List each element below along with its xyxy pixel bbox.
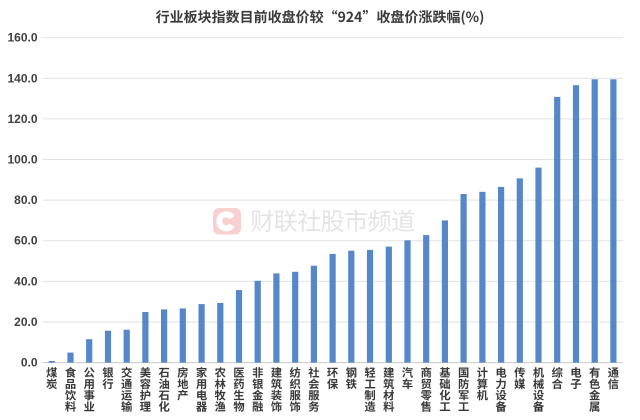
svg-text:100.0: 100.0: [7, 153, 37, 167]
svg-text:20.0: 20.0: [14, 315, 38, 329]
svg-text:60.0: 60.0: [14, 234, 38, 248]
svg-text:120.0: 120.0: [7, 112, 37, 126]
svg-text:40.0: 40.0: [14, 274, 38, 288]
svg-text:0.0: 0.0: [21, 356, 38, 370]
svg-text:160.0: 160.0: [7, 31, 37, 45]
svg-text:80.0: 80.0: [14, 193, 38, 207]
svg-text:140.0: 140.0: [7, 71, 37, 85]
